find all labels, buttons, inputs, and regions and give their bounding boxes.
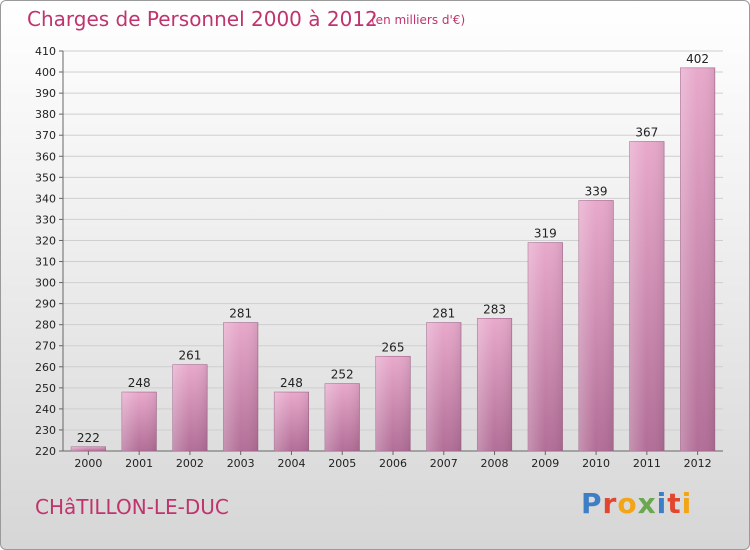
y-tick-label: 230 bbox=[35, 424, 56, 437]
y-tick-label: 360 bbox=[35, 150, 56, 163]
chart-subtitle: (en milliers d'€) bbox=[371, 13, 466, 27]
data-label: 281 bbox=[229, 307, 252, 321]
brand-letter: P bbox=[581, 487, 603, 520]
y-tick-label: 350 bbox=[35, 171, 56, 184]
brand-letter: t bbox=[667, 487, 682, 520]
bar-shine bbox=[71, 446, 106, 451]
data-label: 281 bbox=[432, 307, 455, 321]
data-label: 283 bbox=[483, 302, 506, 316]
data-label: 248 bbox=[280, 376, 303, 390]
y-tick-label: 280 bbox=[35, 319, 56, 332]
y-tick-label: 400 bbox=[35, 66, 56, 79]
x-tick-label: 2012 bbox=[684, 457, 712, 470]
y-tick-label: 340 bbox=[35, 192, 56, 205]
x-tick-label: 2007 bbox=[430, 457, 458, 470]
bar-shine bbox=[477, 318, 512, 451]
bar-shine bbox=[578, 200, 614, 451]
bar-shine bbox=[274, 392, 309, 451]
x-tick-label: 2006 bbox=[379, 457, 407, 470]
brand-letter: x bbox=[637, 487, 657, 520]
y-tick-label: 330 bbox=[35, 213, 56, 226]
data-label: 261 bbox=[178, 349, 201, 363]
y-tick-label: 310 bbox=[35, 256, 56, 269]
brand-logo: Proxiti bbox=[581, 487, 692, 520]
bar-shine bbox=[629, 141, 665, 452]
bar-shine bbox=[223, 322, 258, 451]
x-tick-label: 2004 bbox=[277, 457, 305, 470]
bar-shine bbox=[324, 383, 360, 451]
x-tick-label: 2011 bbox=[633, 457, 661, 470]
x-tick-label: 2001 bbox=[125, 457, 153, 470]
y-tick-label: 410 bbox=[35, 45, 56, 58]
x-tick-label: 2000 bbox=[74, 457, 102, 470]
y-tick-label: 220 bbox=[35, 445, 56, 458]
y-tick-label: 370 bbox=[35, 129, 56, 142]
bar-shine bbox=[528, 242, 563, 451]
x-tick-label: 2003 bbox=[227, 457, 255, 470]
data-label: 222 bbox=[77, 431, 100, 445]
y-tick-label: 290 bbox=[35, 298, 56, 311]
data-label: 402 bbox=[686, 52, 709, 66]
y-tick-label: 300 bbox=[35, 277, 56, 290]
bar-shine bbox=[680, 67, 715, 451]
brand-letter: i bbox=[656, 487, 668, 520]
y-tick-label: 380 bbox=[35, 108, 56, 121]
y-tick-label: 320 bbox=[35, 234, 56, 247]
x-tick-label: 2005 bbox=[328, 457, 356, 470]
brand-letter: r bbox=[602, 487, 618, 520]
y-tick-label: 260 bbox=[35, 361, 56, 374]
data-label: 339 bbox=[585, 184, 608, 198]
x-tick-label: 2002 bbox=[176, 457, 204, 470]
y-tick-label: 240 bbox=[35, 403, 56, 416]
brand-letter: o bbox=[617, 487, 638, 520]
data-label: 252 bbox=[331, 368, 354, 382]
bar-shine bbox=[375, 356, 411, 451]
x-tick-label: 2010 bbox=[582, 457, 610, 470]
x-tick-label: 2008 bbox=[481, 457, 509, 470]
data-label: 265 bbox=[382, 340, 405, 354]
data-label: 367 bbox=[635, 126, 658, 140]
brand-letter: i bbox=[681, 487, 693, 520]
location-name: CHâTILLON-LE-DUC bbox=[35, 495, 229, 519]
x-tick-label: 2009 bbox=[531, 457, 559, 470]
bar-shine bbox=[121, 392, 157, 451]
y-tick-label: 250 bbox=[35, 382, 56, 395]
data-label: 319 bbox=[534, 227, 557, 241]
chart-title: Charges de Personnel 2000 à 2012 bbox=[27, 7, 378, 31]
y-tick-label: 270 bbox=[35, 340, 56, 353]
data-label: 248 bbox=[128, 376, 151, 390]
y-tick-label: 390 bbox=[35, 87, 56, 100]
bar-shine bbox=[172, 364, 208, 451]
bar-shine bbox=[426, 322, 462, 451]
